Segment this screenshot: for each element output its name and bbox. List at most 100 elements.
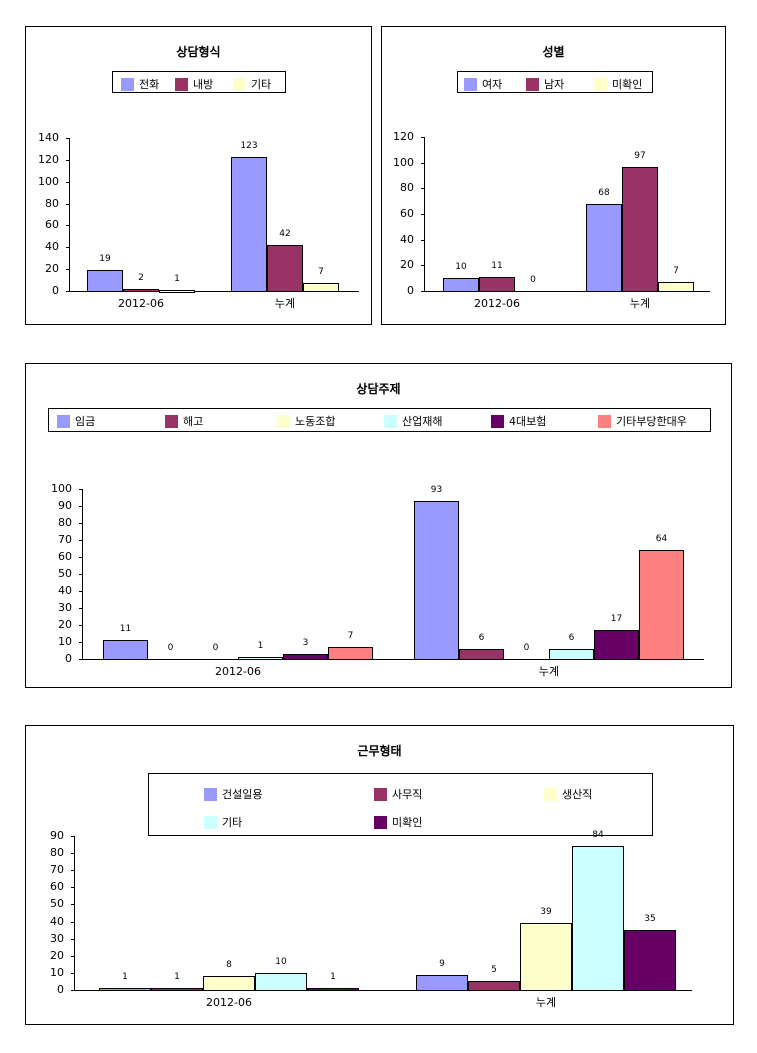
legend-swatch-icon: [175, 77, 188, 91]
y-tick: [79, 608, 83, 609]
legend-item: 해고: [165, 413, 203, 429]
legend-label: 미확인: [392, 816, 423, 829]
y-tick-label: 120: [38, 153, 59, 166]
value-label: 6: [568, 633, 575, 643]
legend-label: 산업재해: [402, 415, 443, 428]
value-label: 3: [302, 638, 309, 648]
y-tick: [66, 138, 70, 139]
legend-item: 기타부당한대우: [598, 413, 687, 429]
legend-item: 임금: [57, 413, 95, 429]
y-tick: [79, 557, 83, 558]
y-tick: [79, 591, 83, 592]
y-tick-label: 40: [400, 233, 414, 246]
y-tick-label: 70: [58, 533, 72, 546]
legend-label: 전화: [139, 78, 160, 91]
legend-swatch-icon: [204, 787, 217, 801]
value-label: 2: [138, 273, 144, 283]
legend-label: 생산직: [562, 788, 593, 801]
legend-label: 미확인: [612, 78, 643, 91]
y-tick-label: 100: [393, 156, 414, 169]
y-tick: [79, 506, 83, 507]
bar-c3-0-4: [283, 654, 328, 660]
legend-swatch-icon: [374, 815, 387, 829]
y-tick: [79, 540, 83, 541]
value-label: 84: [592, 830, 604, 840]
legend-label: 해고: [183, 415, 204, 428]
bar-c1-1-0: [231, 157, 267, 292]
chart-legend: 임금 해고 노동조합 산업재해 4대보험 기타부당한대우: [48, 408, 711, 432]
value-label: 1: [330, 972, 336, 982]
legend-swatch-icon: [464, 77, 477, 91]
y-tick: [66, 225, 70, 226]
value-label: 10: [275, 957, 287, 967]
value-label: 1: [174, 274, 180, 284]
value-label: 9: [439, 959, 445, 969]
bar-c4-0-3: [255, 973, 307, 991]
y-tick: [79, 642, 83, 643]
bar-c4-1-0: [416, 975, 468, 991]
legend-label: 임금: [75, 415, 96, 428]
y-tick-label: 60: [45, 218, 59, 231]
chart-frame-c2: 성별 여자 남자 미확인 0 20 40 60 80 100 120 10 11 0 2012-06 68 97…: [381, 26, 726, 325]
y-tick-label: 0: [52, 284, 59, 297]
y-tick-label: 80: [400, 181, 414, 194]
y-tick-label: 90: [58, 499, 72, 512]
value-label: 0: [523, 643, 530, 653]
bar-c1-0-0: [87, 270, 123, 292]
y-tick-label: 10: [50, 966, 64, 979]
bar-c2-1-1: [622, 167, 658, 292]
legend-item: 사무직: [374, 786, 422, 802]
legend-swatch-icon: [526, 77, 539, 91]
y-tick: [79, 659, 83, 660]
bar-c2-0-0: [443, 278, 479, 292]
category-label: 2012-06: [474, 297, 520, 310]
chart-frame-c1: 상담형식 전화 내방 기타 0 20 40 60 80 100 120 140 19 2 1 2012-06 1…: [25, 26, 372, 325]
bar-c1-0-2: [159, 290, 195, 293]
category-label: 2012-06: [215, 665, 261, 678]
legend-swatch-icon: [204, 815, 217, 829]
legend-label: 기타: [222, 816, 243, 829]
legend-swatch-icon: [165, 414, 178, 428]
legend-swatch-icon: [233, 77, 246, 91]
y-axis: [74, 836, 75, 991]
value-label: 1: [174, 972, 180, 982]
legend-item: 생산직: [544, 786, 592, 802]
value-label: 7: [673, 266, 679, 276]
y-tick: [71, 939, 75, 940]
legend-item: 기타: [233, 76, 271, 92]
y-tick-label: 30: [50, 932, 64, 945]
bar-c3-1-3: [549, 649, 594, 660]
y-tick: [71, 870, 75, 871]
legend-label: 기타: [251, 78, 272, 91]
y-tick: [71, 990, 75, 991]
y-tick-label: 80: [58, 516, 72, 529]
y-tick-label: 0: [407, 284, 414, 297]
y-tick-label: 60: [58, 550, 72, 563]
y-tick: [66, 291, 70, 292]
y-tick: [421, 265, 425, 266]
value-label: 64: [655, 534, 668, 544]
y-tick-label: 30: [58, 601, 72, 614]
value-label: 123: [240, 141, 258, 151]
y-tick: [71, 956, 75, 957]
value-label: 6: [478, 633, 485, 643]
bar-c3-1-1: [459, 649, 504, 660]
y-tick-label: 40: [58, 584, 72, 597]
chart-frame-c3: 상담주제 임금 해고 노동조합 산업재해 4대보험 기타부당한대우 0 10 20 30 40 50 60…: [25, 363, 732, 688]
y-tick-label: 100: [38, 175, 59, 188]
category-label: 누계: [629, 297, 651, 310]
bar-c4-1-2: [520, 923, 572, 991]
value-label: 17: [610, 614, 623, 624]
value-label: 1: [257, 641, 264, 651]
bar-c3-1-0: [414, 501, 459, 660]
bar-c3-0-0: [103, 640, 148, 660]
bar-c3-1-4: [594, 630, 639, 660]
value-label: 11: [119, 624, 132, 634]
y-tick: [421, 291, 425, 292]
y-tick-label: 60: [400, 207, 414, 220]
legend-label: 내방: [193, 78, 214, 91]
y-tick: [66, 204, 70, 205]
legend-swatch-icon: [598, 414, 611, 428]
x-axis: [82, 659, 704, 660]
y-tick: [79, 574, 83, 575]
